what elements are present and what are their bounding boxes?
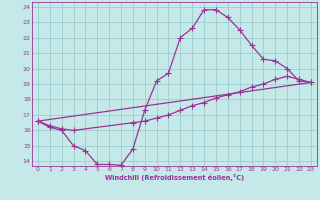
X-axis label: Windchill (Refroidissement éolien,°C): Windchill (Refroidissement éolien,°C) [105,174,244,181]
